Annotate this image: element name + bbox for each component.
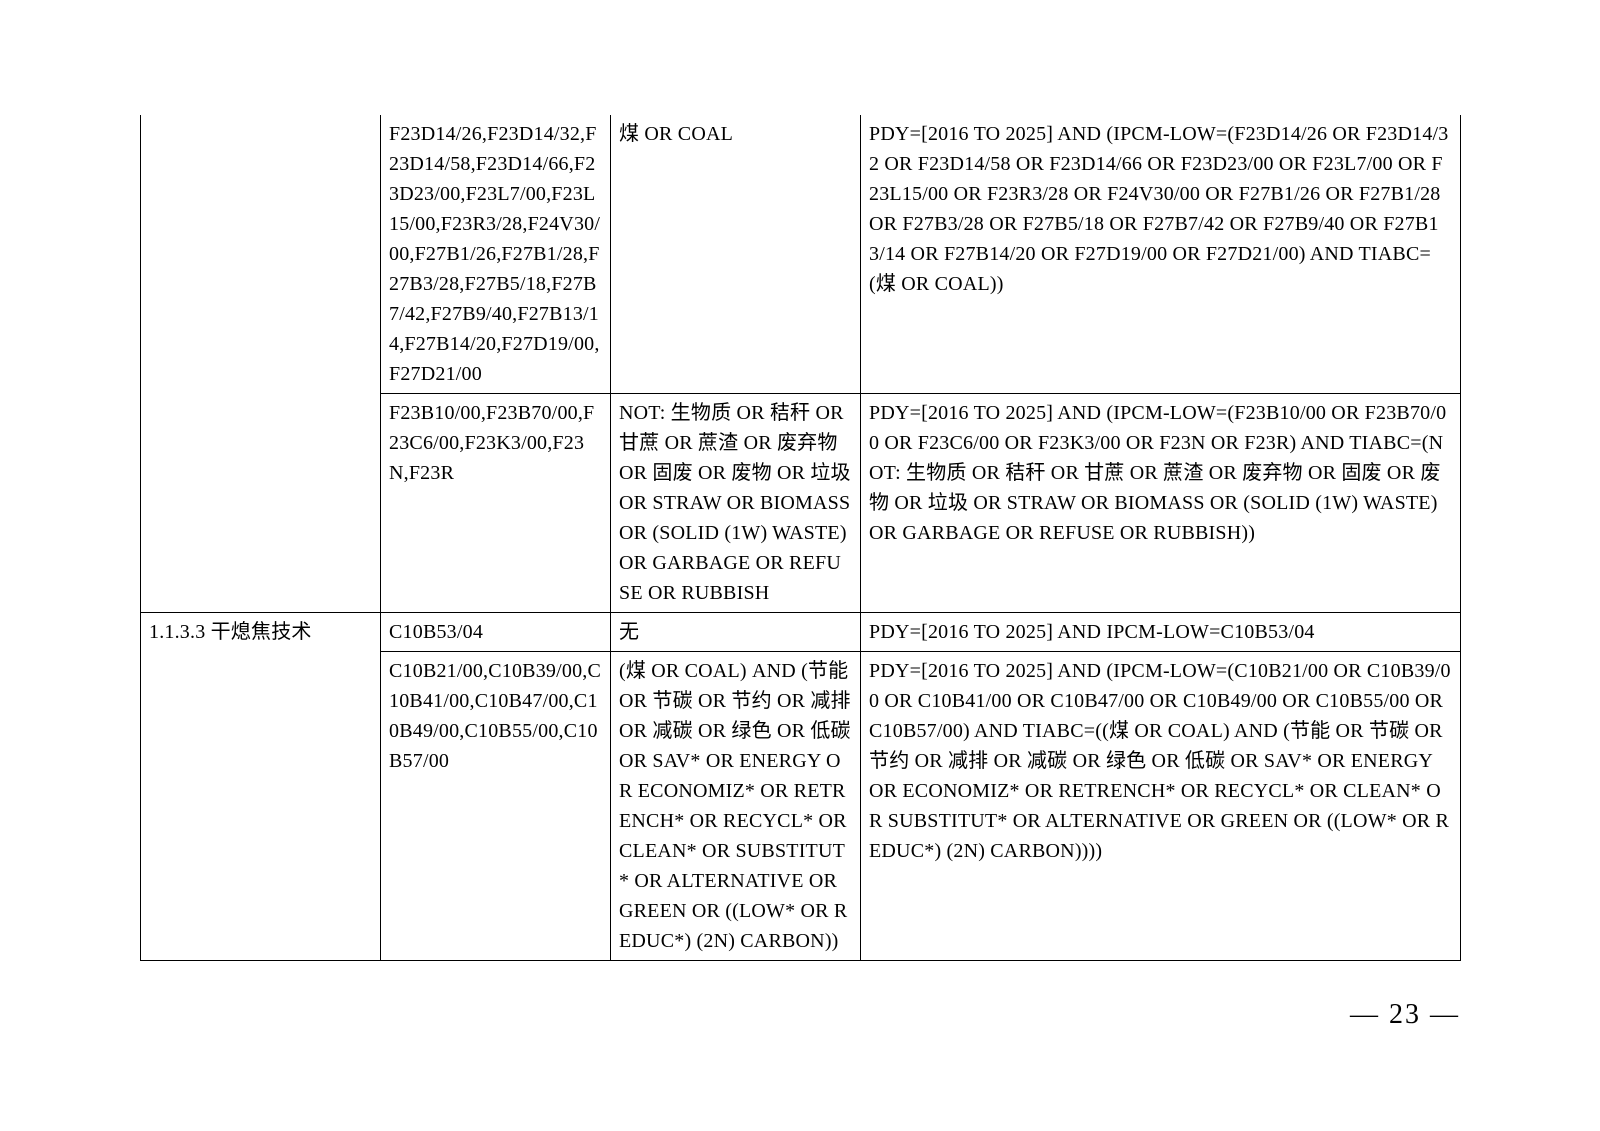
classification-table: F23D14/26,F23D14/32,F23D14/58,F23D14/66,…: [140, 115, 1461, 961]
cell-category: 1.1.3.3 干熄焦技术: [141, 613, 381, 961]
cell-keywords: 煤 OR COAL: [611, 115, 861, 394]
cell-query: PDY=[2016 TO 2025] AND (IPCM-LOW=(F23D14…: [861, 115, 1461, 394]
cell-keywords: NOT: 生物质 OR 秸秆 OR 甘蔗 OR 蔗渣 OR 废弃物 OR 固废 …: [611, 394, 861, 613]
cell-category: [141, 115, 381, 613]
cell-ipc-codes: C10B21/00,C10B39/00,C10B41/00,C10B47/00,…: [381, 652, 611, 961]
cell-ipc-codes: F23D14/26,F23D14/32,F23D14/58,F23D14/66,…: [381, 115, 611, 394]
cell-query: PDY=[2016 TO 2025] AND IPCM-LOW=C10B53/0…: [861, 613, 1461, 652]
cell-ipc-codes: F23B10/00,F23B70/00,F23C6/00,F23K3/00,F2…: [381, 394, 611, 613]
cell-query: PDY=[2016 TO 2025] AND (IPCM-LOW=(C10B21…: [861, 652, 1461, 961]
page-number: — 23 —: [1350, 999, 1460, 1031]
table-row: 1.1.3.3 干熄焦技术 C10B53/04 无 PDY=[2016 TO 2…: [141, 613, 1461, 652]
table-row: F23D14/26,F23D14/32,F23D14/58,F23D14/66,…: [141, 115, 1461, 394]
cell-ipc-codes: C10B53/04: [381, 613, 611, 652]
cell-query: PDY=[2016 TO 2025] AND (IPCM-LOW=(F23B10…: [861, 394, 1461, 613]
cell-keywords: (煤 OR COAL) AND (节能 OR 节碳 OR 节约 OR 减排 OR…: [611, 652, 861, 961]
page-root: F23D14/26,F23D14/32,F23D14/58,F23D14/66,…: [0, 0, 1600, 1131]
cell-keywords: 无: [611, 613, 861, 652]
